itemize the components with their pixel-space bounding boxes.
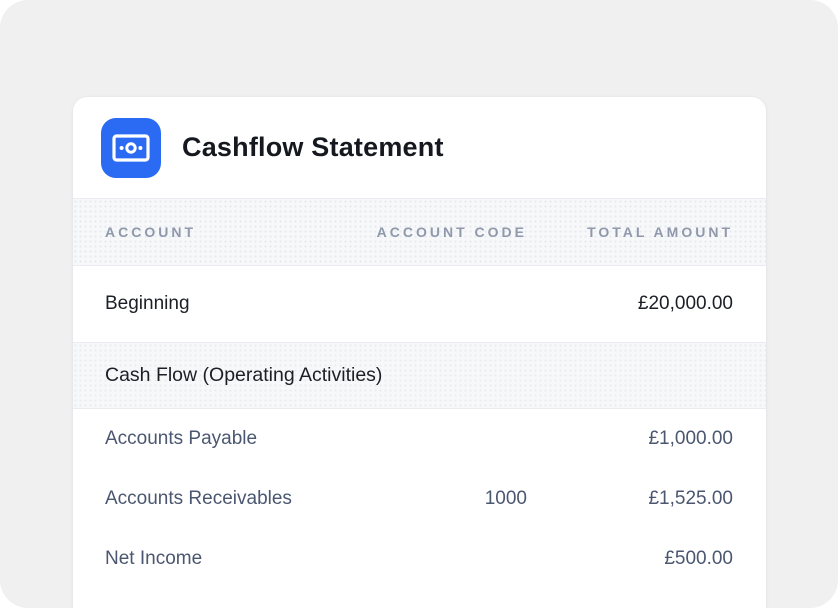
total-amount: £500.00: [664, 548, 733, 569]
table-row-beginning: Beginning £20,000.00: [73, 266, 766, 343]
cashflow-table: ACCOUNT ACCOUNT CODE TOTAL AMOUNT Beginn…: [73, 198, 766, 589]
total-amount: £1,525.00: [648, 488, 733, 509]
cash-banknote-icon: [101, 117, 161, 178]
page-title: Cashflow Statement: [182, 132, 444, 162]
table-row-accounts-receivables: Accounts Receivables 1000 £1,525.00: [73, 469, 766, 529]
card-header: Cashflow Statement: [73, 97, 766, 198]
table-header-row: ACCOUNT ACCOUNT CODE TOTAL AMOUNT: [73, 198, 766, 266]
account-name: Accounts Receivables: [105, 488, 292, 509]
section-title: Cash Flow (Operating Activities): [105, 364, 383, 386]
account-name: Net Income: [105, 548, 203, 569]
account-name: Beginning: [105, 293, 190, 314]
total-amount: £1,000.00: [648, 428, 733, 449]
cashflow-statement-card: Cashflow Statement ACCOUNT ACCOUNT CODE …: [73, 97, 766, 608]
column-header-account-code: ACCOUNT CODE: [376, 224, 527, 240]
account-name: Accounts Payable: [105, 428, 258, 449]
table-row-net-income: Net Income £500.00: [73, 529, 766, 589]
account-code: 1000: [484, 488, 527, 509]
column-header-account: ACCOUNT: [105, 224, 196, 240]
table-section-row-operating-activities: Cash Flow (Operating Activities): [73, 343, 766, 409]
table-row-accounts-payable: Accounts Payable £1,000.00: [73, 409, 766, 469]
column-header-total-amount: TOTAL AMOUNT: [587, 224, 733, 240]
total-amount: £20,000.00: [637, 293, 733, 314]
